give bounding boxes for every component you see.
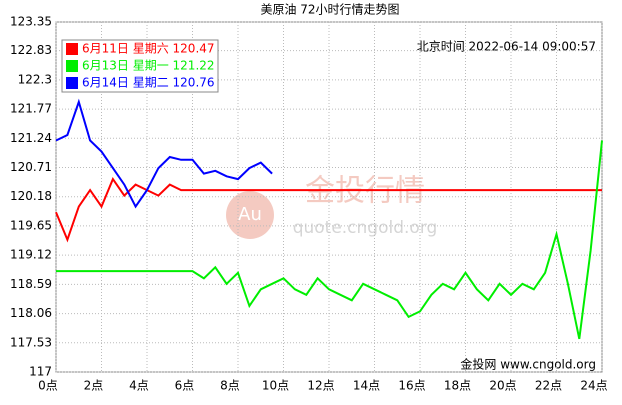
legend-swatch xyxy=(66,77,78,89)
y-tick-label: 120.18 xyxy=(10,189,52,203)
series-line xyxy=(55,98,273,209)
legend-label: 6月11日 星期六 120.47 xyxy=(82,42,215,56)
chart-title: 美原油 72小时行情走势图 xyxy=(260,3,399,17)
legend-box xyxy=(61,39,219,93)
watermark: Au 金投行情 quote.cngold.org xyxy=(226,174,438,239)
x-tick-label: 10点 xyxy=(262,379,289,393)
series-line xyxy=(56,140,603,340)
x-tick-label: 16点 xyxy=(398,379,425,393)
x-tick-label: 4点 xyxy=(129,379,149,393)
timestamp: 北京时间 2022-06-14 09:00:57 xyxy=(417,40,596,54)
y-tick-label: 122.83 xyxy=(10,43,52,57)
x-tick-label: 14点 xyxy=(353,379,380,393)
watermark-badge: Au xyxy=(238,204,262,225)
y-tick-label: 120.71 xyxy=(10,160,52,174)
y-tick-label: 119.12 xyxy=(10,248,52,262)
legend-swatch xyxy=(66,43,78,55)
x-tick-label: 6点 xyxy=(175,379,195,393)
y-tick-label: 121.24 xyxy=(10,131,52,145)
x-tick-label: 22点 xyxy=(535,379,562,393)
legend-label: 6月13日 星期一 121.22 xyxy=(82,59,215,73)
x-tick-label: 2点 xyxy=(84,379,104,393)
x-tick-label: 8点 xyxy=(220,379,240,393)
x-tick-label: 24点 xyxy=(580,379,607,393)
y-tick-label: 123.35 xyxy=(10,15,52,29)
x-tick-label: 0点 xyxy=(38,379,58,393)
x-tick-label: 18点 xyxy=(444,379,471,393)
legend-label: 6月14日 星期二 120.76 xyxy=(82,76,215,90)
y-tick-label: 119.65 xyxy=(10,218,52,232)
y-tick-label: 121.77 xyxy=(10,102,52,116)
y-tick-label: 122.3 xyxy=(18,72,52,86)
y-tick-label: 117.53 xyxy=(10,335,52,349)
source: 金投网 www.cngold.org xyxy=(460,357,596,372)
x-tick-label: 20点 xyxy=(489,379,516,393)
y-tick-label: 117 xyxy=(29,365,52,379)
watermark-url: quote.cngold.org xyxy=(293,218,438,238)
y-tick-label: 118.59 xyxy=(10,277,52,291)
x-tick-label: 12点 xyxy=(307,379,334,393)
y-tick-label: 118.06 xyxy=(10,306,52,320)
legend-swatch xyxy=(66,60,78,72)
